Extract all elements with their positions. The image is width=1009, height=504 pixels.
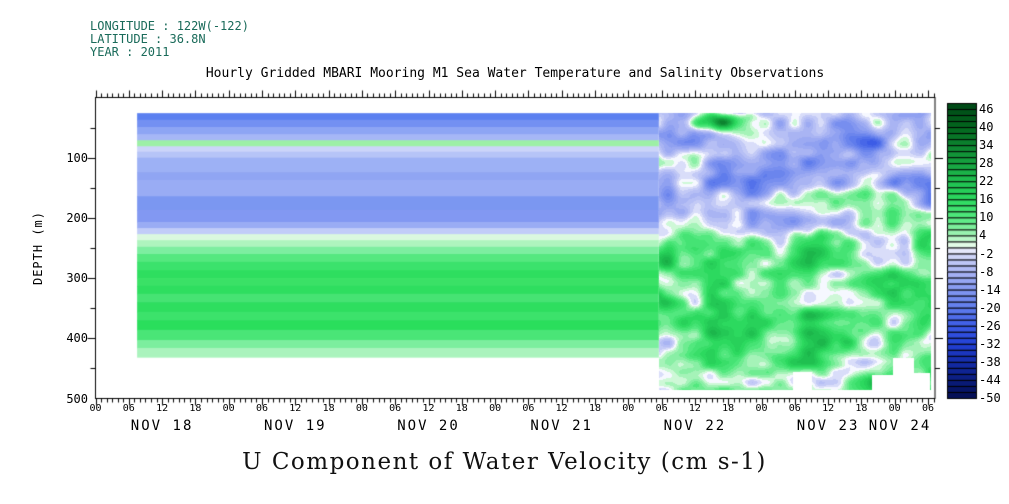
x-hour-label: 18 — [855, 403, 868, 414]
x-hour-label: 18 — [189, 403, 202, 414]
x-day-label: NOV 24 — [868, 418, 932, 434]
x-hour-label: 12 — [555, 403, 568, 414]
x-hour-label: 00 — [489, 403, 502, 414]
x-hour-label: 00 — [355, 403, 368, 414]
colorbar-tick-label: -20 — [979, 300, 1001, 315]
dataset-info-block: LONGITUDE : 122W(-122) LATITUDE : 36.8N … — [90, 20, 249, 59]
x-hour-label: 12 — [688, 403, 701, 414]
x-hour-label: 18 — [722, 403, 735, 414]
variable-title: U Component of Water Velocity (cm s-1) — [242, 449, 767, 475]
x-hour-label: 18 — [322, 403, 335, 414]
x-day-label: NOV 23 — [796, 418, 860, 434]
x-day-label: NOV 19 — [264, 418, 327, 434]
x-hour-label: 00 — [888, 403, 901, 414]
x-hour-label: 12 — [422, 403, 435, 414]
x-hour-label: 18 — [455, 403, 468, 414]
year-text: YEAR : 2011 — [90, 45, 170, 59]
y-tick-label: 500 — [66, 391, 88, 406]
x-hour-label: 06 — [255, 403, 269, 414]
colorbar-tick-label: 28 — [979, 156, 994, 171]
y-axis-title: DEPTH (m) — [31, 210, 45, 286]
plot-title: Hourly Gridded MBARI Mooring M1 Sea Wate… — [205, 66, 825, 81]
colorbar-tick-label: 4 — [979, 228, 987, 243]
x-hour-label: 06 — [921, 403, 935, 414]
x-hour-label: 00 — [89, 403, 102, 414]
colorbar-tick-label: -44 — [979, 372, 1001, 387]
colorbar-tick-label: 46 — [979, 102, 994, 117]
x-day-label: NOV 20 — [397, 418, 460, 434]
x-hour-label: 12 — [822, 403, 835, 414]
colorbar-tick-label: 10 — [979, 210, 994, 225]
colorbar-tick-label: -8 — [979, 264, 994, 279]
colorbar-tick-label: -26 — [979, 318, 1001, 333]
x-day-label: NOV 22 — [663, 418, 727, 434]
x-hour-label: 06 — [788, 403, 801, 414]
x-hour-label: 00 — [622, 403, 635, 414]
x-day-label: NOV 21 — [530, 418, 593, 434]
x-hour-label: 18 — [588, 403, 602, 414]
x-hour-label: 00 — [755, 403, 768, 414]
colorbar-tick-label: 40 — [979, 120, 994, 135]
y-tick-label: 400 — [66, 331, 88, 346]
y-tick-label: 100 — [66, 150, 88, 165]
colorbar-tick-label: 34 — [979, 138, 994, 153]
colorbar-tick-label: -14 — [979, 282, 1001, 297]
colorbar-tick-label: -50 — [979, 391, 1001, 405]
y-tick-label: 200 — [66, 210, 88, 225]
x-day-label: NOV 18 — [130, 418, 194, 434]
colorbar-tick-label: -32 — [979, 336, 1001, 351]
y-tick-label: 300 — [66, 271, 88, 286]
colorbar-tick-label: 16 — [979, 192, 994, 207]
x-hour-label: 12 — [156, 403, 169, 414]
x-hour-label: 06 — [389, 403, 402, 414]
x-hour-label: 12 — [289, 403, 302, 414]
x-hour-label: 06 — [655, 403, 668, 414]
x-hour-label: 06 — [122, 403, 135, 414]
colorbar-tick-label: 22 — [979, 174, 994, 189]
longitude-text: LONGITUDE : 122W(-122) — [90, 19, 249, 33]
x-hour-label: 06 — [522, 403, 535, 414]
latitude-text: LATITUDE : 36.8N — [90, 32, 206, 46]
x-hour-label: 00 — [222, 403, 235, 414]
colorbar-tick-label: -38 — [979, 354, 1001, 369]
colorbar-tick-label: -2 — [979, 246, 994, 261]
